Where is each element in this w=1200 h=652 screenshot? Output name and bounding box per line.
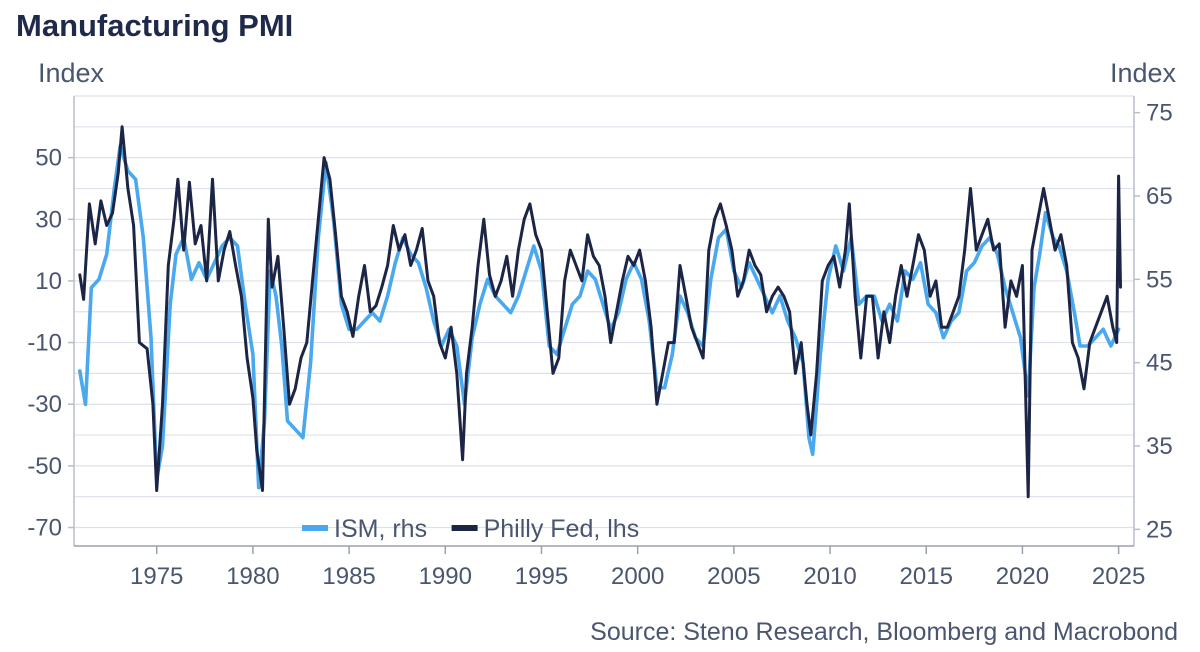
chart-source: Source: Steno Research, Bloomberg and Ma… [590,618,1178,646]
y-right-tick-label: 55 [1146,266,1173,293]
x-tick-label: 1990 [419,563,472,590]
legend-label: Philly Fed, lhs [484,515,640,543]
y-axis-left-label: Index [38,58,105,88]
x-tick-label: 2015 [900,563,953,590]
x-tick-label: 2000 [611,563,664,590]
y-right-tick-label: 75 [1146,100,1173,127]
x-tick-label: 2010 [803,563,856,590]
x-tick-label: 2020 [996,563,1049,590]
x-tick-label: 1980 [226,563,279,590]
x-tick-label: 1975 [130,563,183,590]
y-axis-right-label: Index [1109,58,1176,88]
x-tick-label: 2025 [1092,563,1145,590]
y-left-tick-label: -30 [27,391,62,418]
y-right-tick-label: 25 [1146,516,1173,543]
y-left-tick-label: -70 [27,515,62,542]
y-right-tick-label: 65 [1146,183,1173,210]
y-left-tick-label: 50 [35,145,62,172]
chart-title: Manufacturing PMI [16,8,294,43]
y-left-tick-label: 30 [35,206,62,233]
series-line-philly-fed [78,125,1122,499]
series-line-ism [78,144,1121,490]
x-tick-label: 1995 [515,563,568,590]
x-tick-label: 2005 [707,563,760,590]
y-right-tick-label: 35 [1146,433,1173,460]
y-left-tick-label: -10 [27,330,62,357]
x-tick-label: 1985 [322,563,375,590]
y-left-tick-label: -50 [27,453,62,480]
legend-label: ISM, rhs [334,515,427,543]
y-left-tick-label: 10 [35,268,62,295]
y-right-tick-label: 45 [1146,350,1173,377]
